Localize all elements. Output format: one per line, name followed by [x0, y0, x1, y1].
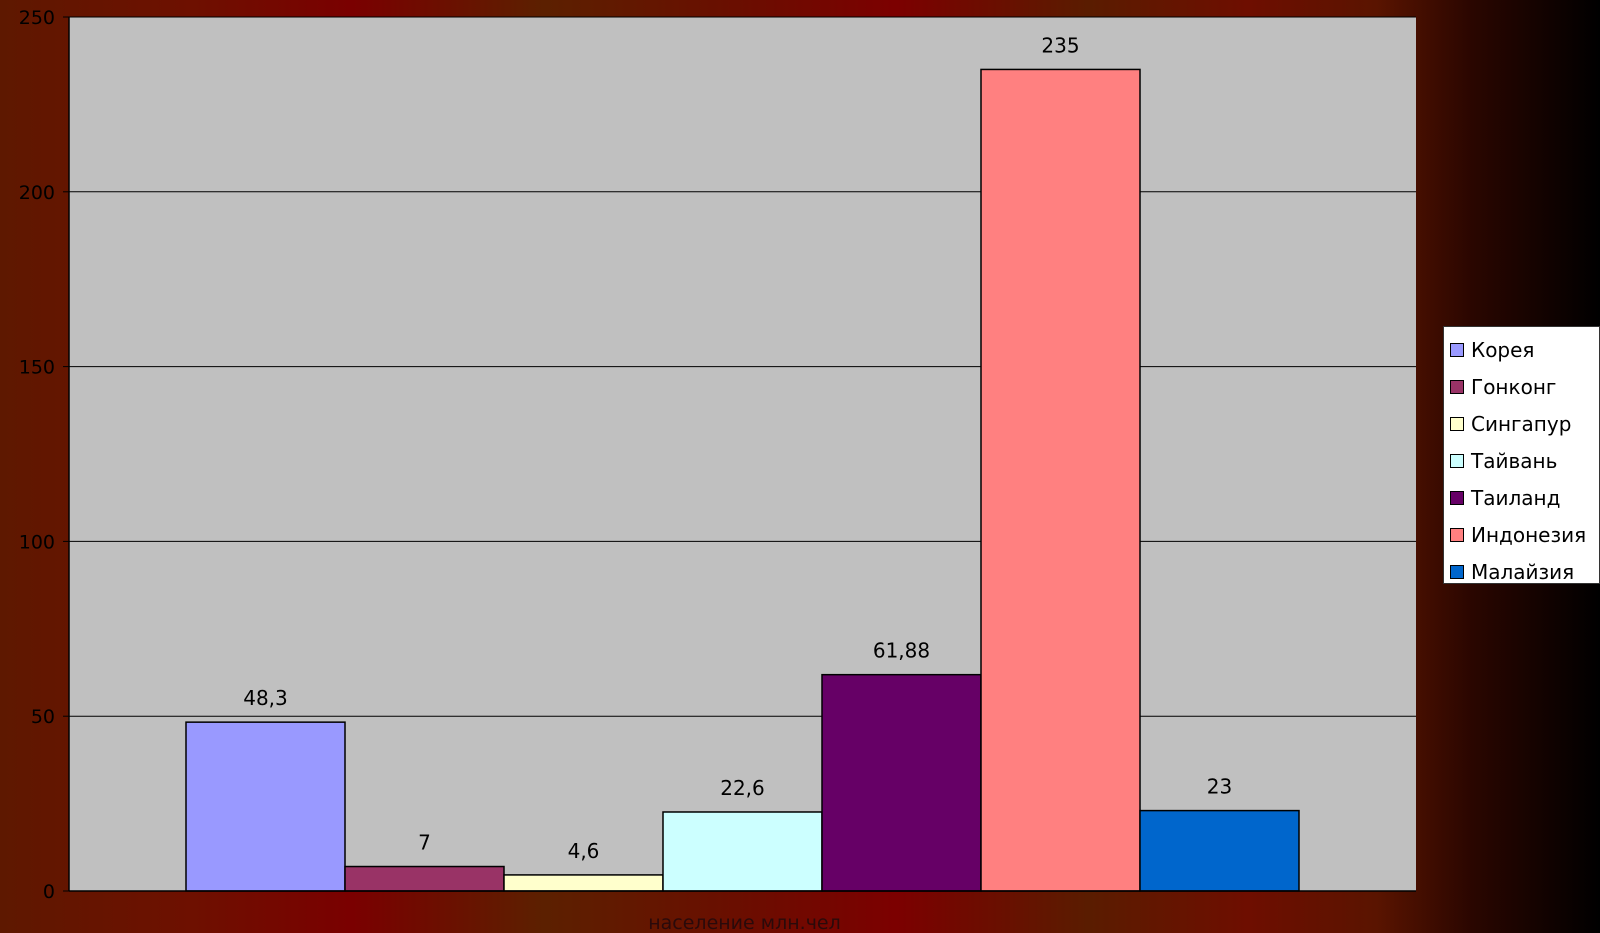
y-tick-label: 0	[43, 881, 55, 903]
bar	[503, 874, 664, 892]
legend-label: Малайзия	[1471, 560, 1575, 584]
legend-item: Таиланд	[1450, 485, 1560, 511]
legend-label: Гонконг	[1471, 375, 1557, 399]
y-tick-label: 250	[19, 7, 55, 29]
bar	[662, 811, 823, 892]
legend-label: Сингапур	[1471, 412, 1572, 436]
legend-item: Тайвань	[1450, 448, 1557, 474]
data-label: 235	[1041, 33, 1079, 57]
data-label: 7	[418, 831, 431, 855]
legend-swatch	[1450, 417, 1464, 431]
y-tick-label: 150	[19, 357, 55, 379]
legend-label: Таиланд	[1471, 486, 1561, 510]
data-labels: 48,3 7 4,6 22,6 61,88 235 23	[243, 33, 1232, 862]
legend-swatch	[1450, 528, 1464, 542]
y-axis-ticks: 0 50 100 150 200 250	[19, 7, 69, 903]
data-label: 22,6	[720, 776, 765, 800]
legend-item: Корея	[1450, 337, 1534, 363]
legend-label: Индонезия	[1471, 523, 1587, 547]
bar	[185, 721, 346, 892]
data-label: 23	[1207, 775, 1232, 799]
y-tick-label: 100	[19, 531, 55, 553]
bar	[344, 865, 505, 892]
legend: Корея Гонконг Сингапур Тайвань Таиланд Индоне…	[1443, 326, 1600, 584]
legend-item: Малайзия	[1450, 559, 1574, 585]
legend-swatch	[1450, 565, 1464, 579]
legend-swatch	[1450, 343, 1464, 357]
legend-swatch	[1450, 491, 1464, 505]
data-label: 4,6	[568, 839, 600, 863]
bar	[1139, 809, 1300, 892]
bar	[980, 68, 1141, 892]
bar	[821, 673, 982, 892]
y-tick-label: 50	[31, 706, 55, 728]
bars	[185, 68, 1300, 892]
legend-label: Тайвань	[1471, 449, 1558, 473]
data-label: 48,3	[243, 686, 288, 710]
legend-item: Сингапур	[1450, 411, 1571, 437]
data-label: 61,88	[873, 639, 930, 663]
legend-item: Индонезия	[1450, 522, 1586, 548]
x-axis-label: население млн.чел	[648, 912, 841, 933]
legend-swatch	[1450, 454, 1464, 468]
y-tick-label: 200	[19, 182, 55, 204]
legend-swatch	[1450, 380, 1464, 394]
legend-item: Гонконг	[1450, 374, 1556, 400]
legend-label: Корея	[1471, 338, 1535, 362]
